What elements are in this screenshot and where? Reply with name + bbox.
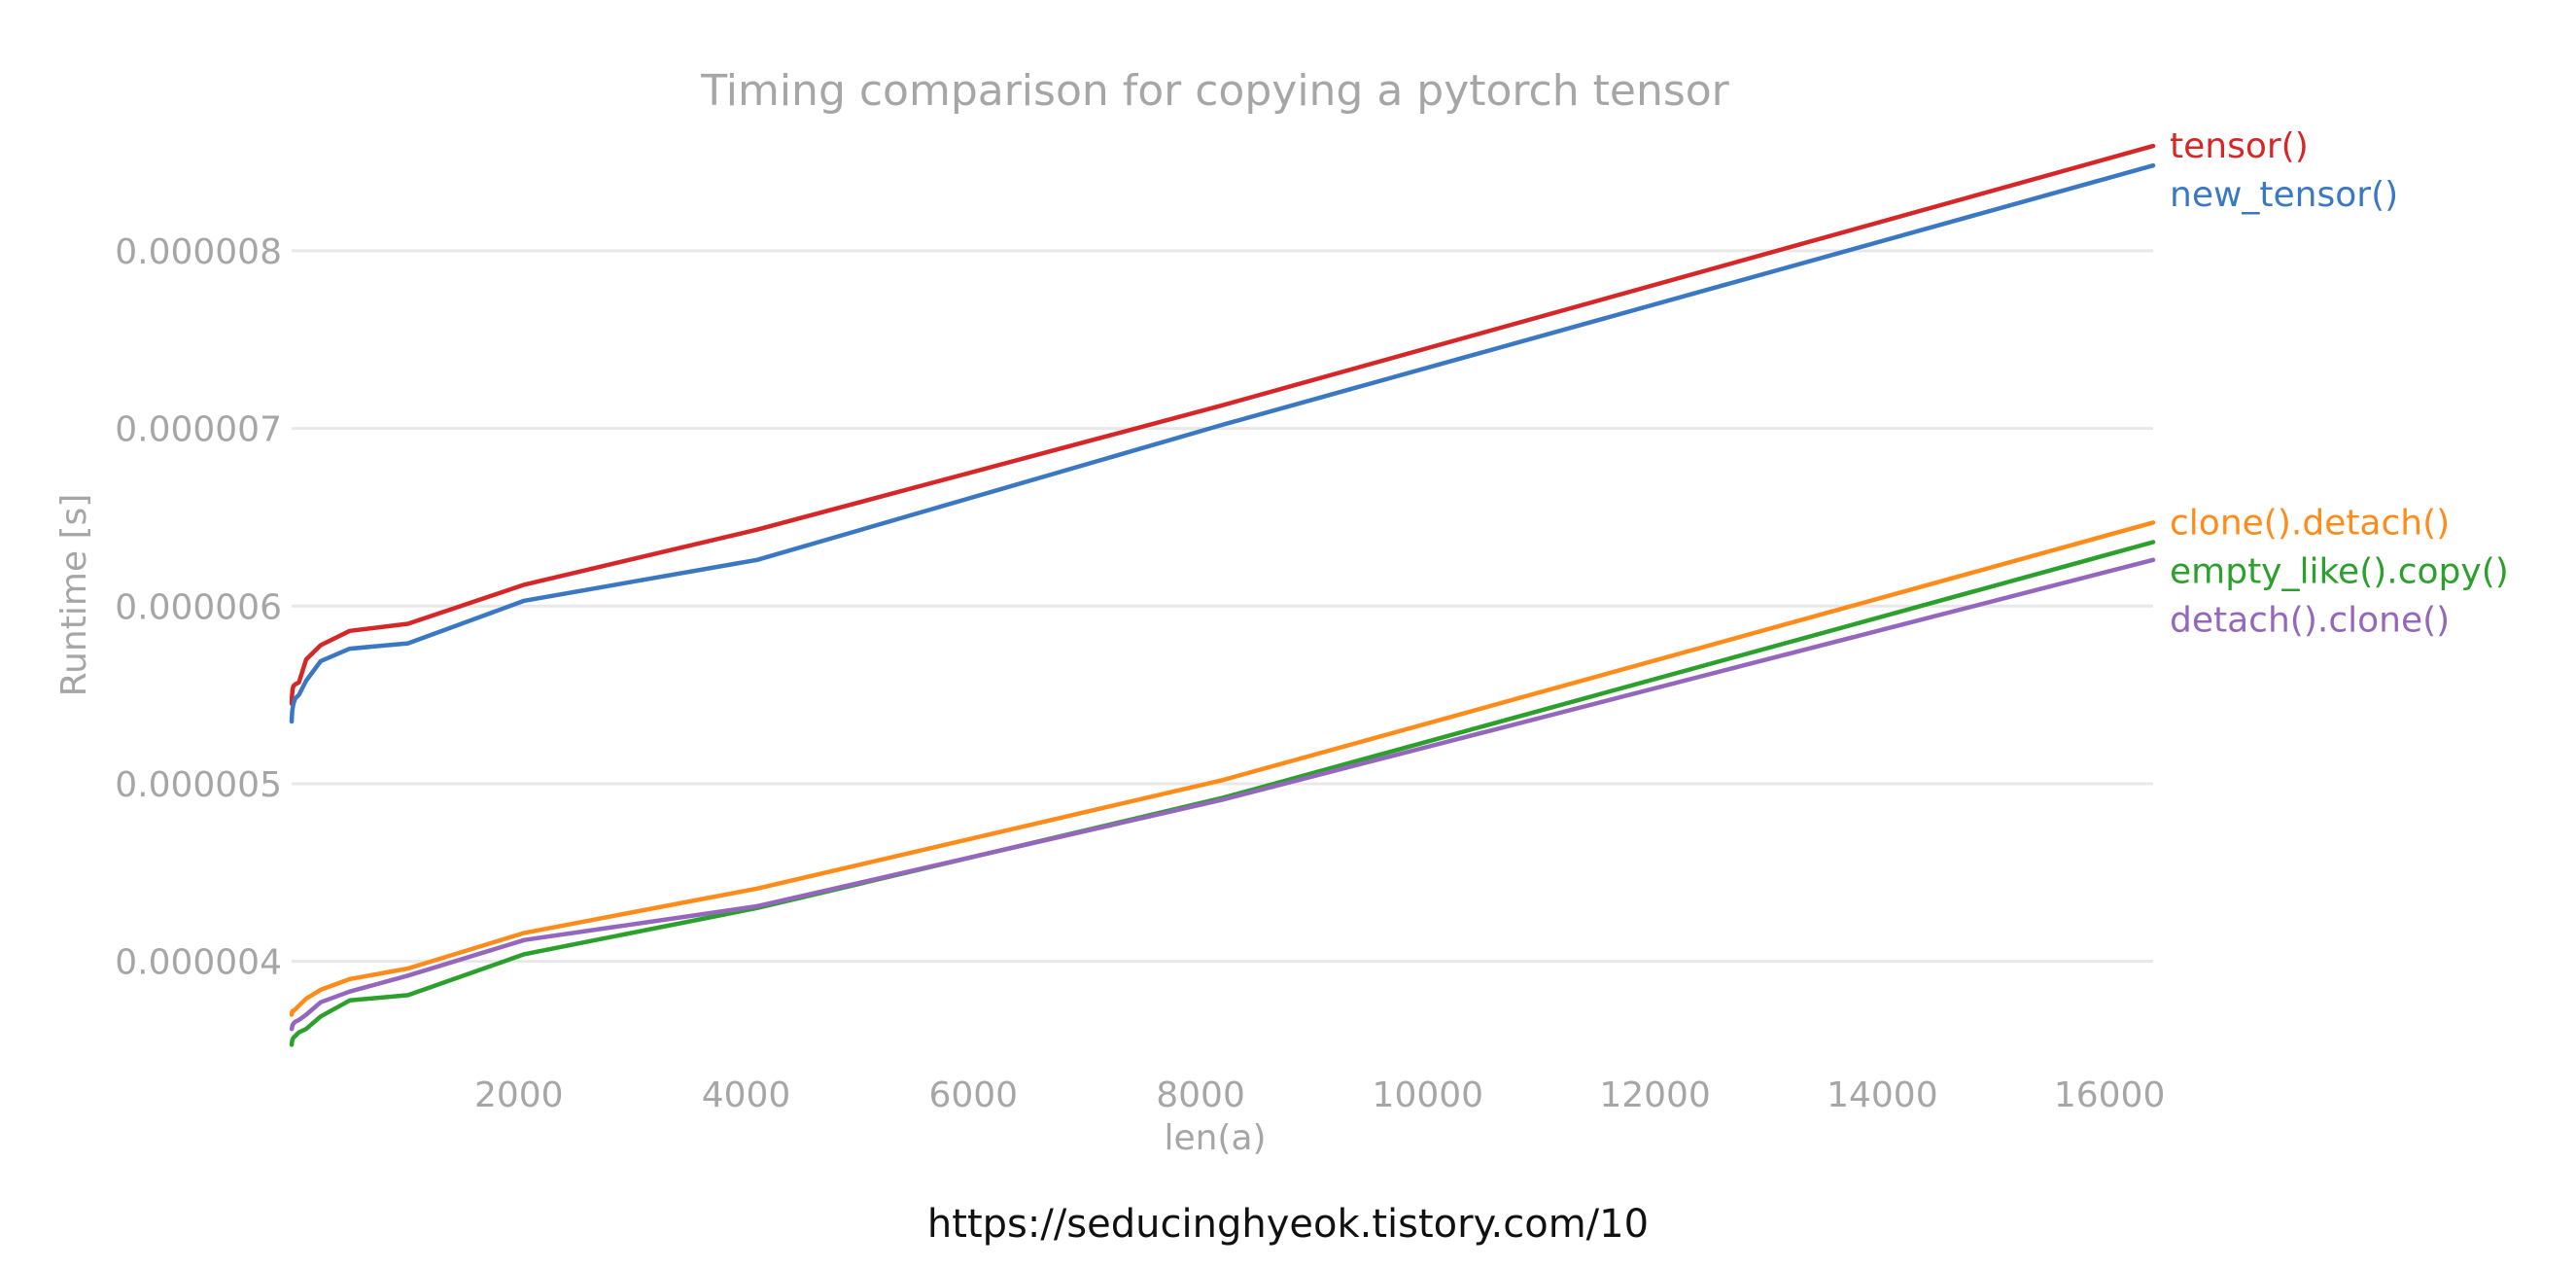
y-tick-label: 0.000004 xyxy=(115,943,282,983)
series-line-4 xyxy=(289,557,2156,1032)
series-line-0 xyxy=(289,143,2156,706)
x-tick-label: 12000 xyxy=(1599,1075,1711,1115)
chart-title: Timing comparison for copying a pytorch … xyxy=(700,66,1729,116)
x-tick-label: 4000 xyxy=(702,1075,791,1115)
series-label: clone().detach() xyxy=(2170,503,2450,543)
series-line-1 xyxy=(289,162,2156,724)
line-chart: 2000 4000 6000 8000 10000 12000 14000 16000 0.0… xyxy=(54,66,2509,1158)
x-axis-label: len(a) xyxy=(1164,1118,1266,1158)
x-tick-label: 2000 xyxy=(474,1075,564,1115)
series-label: new_tensor() xyxy=(2170,175,2398,215)
y-tick-label: 0.000007 xyxy=(115,410,282,450)
x-tick-label: 8000 xyxy=(1156,1075,1245,1115)
grid xyxy=(292,249,2153,964)
x-tick-label: 10000 xyxy=(1373,1075,1484,1115)
y-tick-label: 0.000005 xyxy=(115,765,282,805)
y-axis-ticks: 0.000004 0.000005 0.000006 0.000007 0.000008 xyxy=(115,232,282,983)
x-tick-label: 16000 xyxy=(2054,1075,2166,1115)
series-line-2 xyxy=(289,520,2156,1017)
series-label: detach().clone() xyxy=(2170,600,2450,640)
source-caption: https://seducinghyeok.tistory.com/10 xyxy=(926,1202,1650,1247)
series-label: tensor() xyxy=(2170,126,2309,166)
x-axis-ticks: 2000 4000 6000 8000 10000 12000 14000 16000 xyxy=(474,1075,2165,1115)
x-tick-label: 6000 xyxy=(928,1075,1018,1115)
y-tick-label: 0.000008 xyxy=(115,232,282,272)
series-lines xyxy=(289,143,2156,1047)
series-line-3 xyxy=(289,540,2156,1047)
x-tick-label: 14000 xyxy=(1827,1075,1938,1115)
series-labels: tensor() new_tensor() clone().detach() empt… xyxy=(2170,126,2509,640)
series-label: empty_like().copy() xyxy=(2170,551,2509,591)
y-axis-label: Runtime [s] xyxy=(54,494,94,697)
y-tick-label: 0.000006 xyxy=(115,587,282,627)
